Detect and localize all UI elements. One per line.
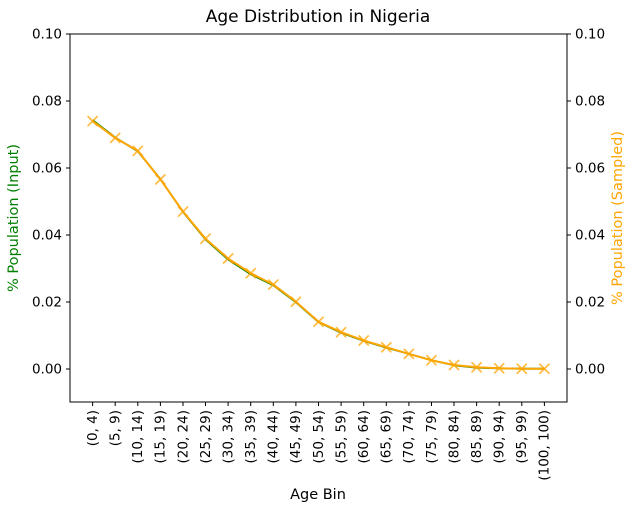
marker-x	[267, 279, 279, 291]
x-tick-label: (50, 54)	[311, 410, 327, 463]
x-tick-label: (5, 9)	[108, 410, 124, 446]
y-tick-label-right: 0.04	[575, 227, 605, 243]
marker-x	[154, 173, 166, 185]
x-tick-label: (30, 34)	[220, 410, 236, 463]
x-tick-label: (45, 49)	[288, 410, 304, 463]
marker-x	[290, 296, 302, 308]
x-tick-label: (35, 39)	[243, 410, 259, 463]
x-axis-label: Age Bin	[290, 487, 346, 503]
marker-x	[448, 359, 460, 371]
x-tick-label: (10, 14)	[130, 410, 146, 463]
series-line-input	[92, 119, 545, 370]
marker-x	[335, 326, 347, 338]
x-tick-label: (70, 74)	[401, 410, 417, 463]
y-axis-label-left: % Population (Input)	[6, 143, 22, 293]
x-tick-label: (20, 24)	[175, 410, 191, 463]
marker-x	[177, 206, 189, 218]
series-line-sampled	[92, 120, 545, 370]
x-tick-label: (100, 100)	[537, 410, 553, 481]
x-tick-label: (60, 64)	[356, 410, 372, 463]
y-tick-label-left: 0.04	[32, 227, 62, 243]
x-tick-label: (80, 84)	[446, 410, 462, 463]
y-tick-label-right: 0.00	[575, 361, 605, 377]
y-tick-label-right: 0.08	[575, 93, 605, 109]
x-tick-label: (0, 4)	[85, 410, 101, 446]
marker-x	[493, 362, 505, 374]
chart-title: Age Distribution in Nigeria	[205, 7, 431, 27]
marker-x	[200, 233, 211, 245]
marker-x	[245, 267, 257, 279]
marker-x	[426, 354, 437, 366]
marker-x	[222, 253, 234, 264]
x-tick-label: (95, 99)	[514, 410, 530, 463]
y-tick-label-right: 0.10	[575, 26, 605, 42]
marker-x	[358, 335, 370, 346]
marker-x	[313, 316, 324, 328]
marker-x	[516, 363, 528, 375]
x-tick-label: (15, 19)	[153, 410, 169, 463]
x-tick-label: (40, 44)	[266, 410, 282, 463]
marker-x	[109, 132, 121, 144]
marker-x	[403, 348, 415, 360]
y-tick-label-left: 0.00	[32, 361, 62, 377]
x-tick-label: (75, 79)	[424, 410, 440, 463]
y-tick-label-right: 0.02	[575, 294, 605, 310]
y-tick-label-left: 0.06	[32, 160, 62, 176]
marker-x	[380, 341, 392, 353]
y-tick-label-left: 0.10	[32, 26, 62, 42]
marker-x	[539, 363, 550, 375]
x-tick-label: (90, 94)	[492, 410, 508, 463]
y-tick-label-left: 0.08	[32, 93, 62, 109]
y-tick-label-right: 0.06	[575, 160, 605, 176]
y-axis-label-right: % Population (Sampled)	[610, 130, 626, 306]
marker-x	[471, 361, 483, 373]
y-tick-label-left: 0.02	[32, 294, 62, 310]
x-tick-label: (55, 59)	[333, 410, 349, 463]
x-tick-label: (85, 89)	[469, 410, 485, 463]
marker-x	[132, 145, 144, 157]
marker-x	[87, 115, 98, 127]
plot-border	[69, 33, 568, 403]
x-tick-label: (25, 29)	[198, 410, 214, 463]
x-tick-label: (65, 69)	[379, 410, 395, 463]
